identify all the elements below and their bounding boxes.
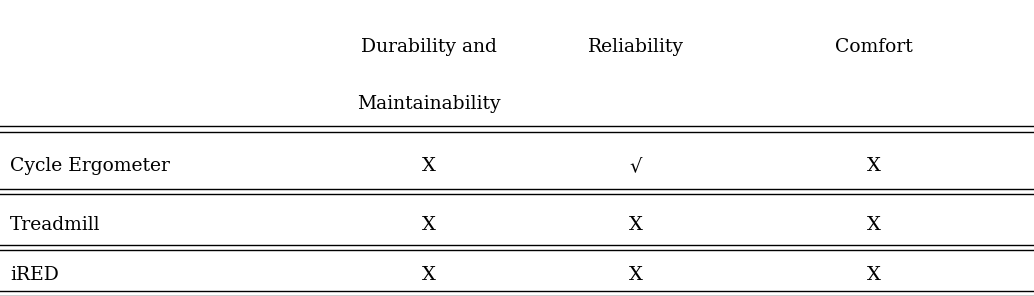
Text: X: X <box>866 157 881 175</box>
Text: X: X <box>629 266 643 284</box>
Text: Maintainability: Maintainability <box>358 95 500 112</box>
Text: iRED: iRED <box>10 266 59 284</box>
Text: X: X <box>866 216 881 234</box>
Text: Durability and: Durability and <box>361 38 497 56</box>
Text: X: X <box>866 266 881 284</box>
Text: X: X <box>422 266 436 284</box>
Text: X: X <box>629 216 643 234</box>
Text: Cycle Ergometer: Cycle Ergometer <box>10 157 171 175</box>
Text: Treadmill: Treadmill <box>10 216 101 234</box>
Text: X: X <box>422 216 436 234</box>
Text: Reliability: Reliability <box>588 38 683 56</box>
Text: √: √ <box>630 157 642 175</box>
Text: Comfort: Comfort <box>834 38 913 56</box>
Text: X: X <box>422 157 436 175</box>
